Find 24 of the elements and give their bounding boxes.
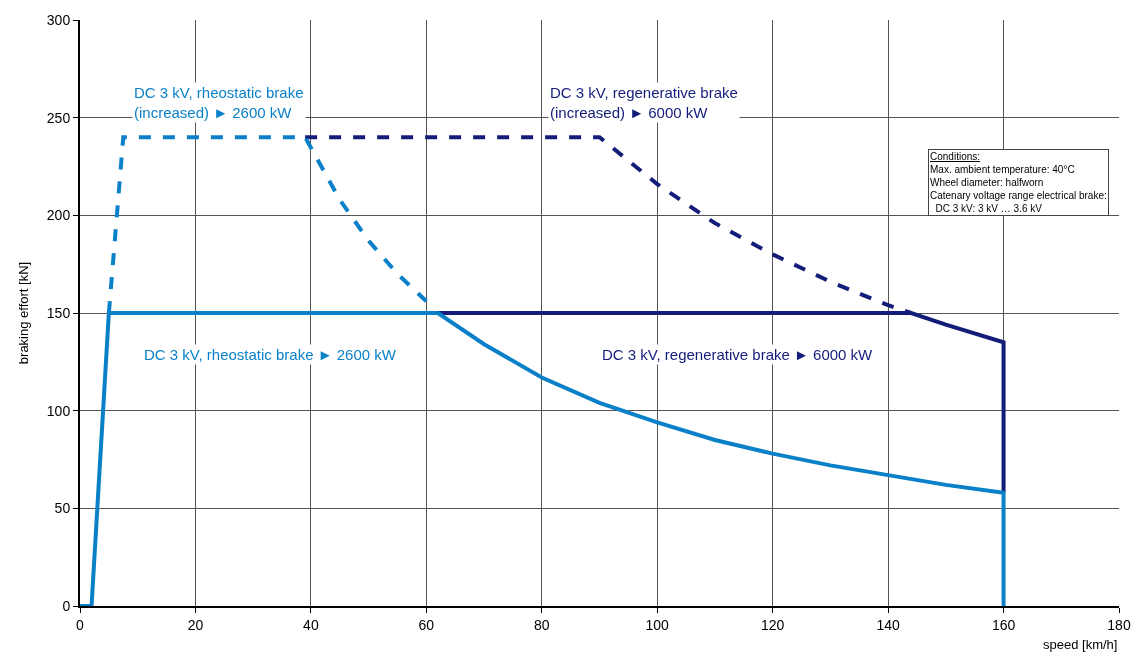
- x-tick-label: 140: [876, 616, 900, 633]
- x-tick-label: 180: [1107, 616, 1131, 633]
- y-tick-label: 200: [46, 207, 71, 224]
- x-axis-title: speed [km/h]: [1043, 637, 1118, 652]
- text: DC 3 kV, regenerative brake ► 6000 kW: [602, 346, 874, 363]
- annotation: Conditions: Max. ambient temperature: 40°C Wheel diameter: halfworn Catenary voltage range electrical brake: DC 3 kV: 3 kV … 3.6 kV: [930, 151, 1107, 214]
- y-tick-label: 300: [46, 11, 71, 28]
- series-label: DC 3 kV, rheostatic brake (increased) ► 2600 kW: [134, 84, 304, 121]
- x-tick-label: 160: [991, 616, 1016, 633]
- y-tick-label: 0: [62, 597, 71, 614]
- y-tick-label: 50: [54, 500, 71, 517]
- x-tick-label: 80: [533, 616, 550, 633]
- y-tick-label: 150: [46, 304, 71, 321]
- y-tick-label: 250: [46, 109, 71, 126]
- x-tick-label: 60: [418, 616, 435, 633]
- x-tick-label: 20: [187, 616, 204, 633]
- text: DC 3 kV, rheostatic brake ► 2600 kW: [144, 346, 397, 363]
- y-tick-label: 100: [46, 402, 71, 419]
- x-tick-label: 100: [645, 616, 670, 633]
- x-tick-label: 120: [760, 616, 785, 633]
- y-axis-title: braking effort [kN]: [16, 261, 32, 365]
- series-label: DC 3 kV, regenerative brake (increased) ► 6000 kW: [550, 84, 738, 121]
- x-tick-label: 40: [303, 616, 319, 633]
- x-tick-label: 0: [76, 616, 85, 633]
